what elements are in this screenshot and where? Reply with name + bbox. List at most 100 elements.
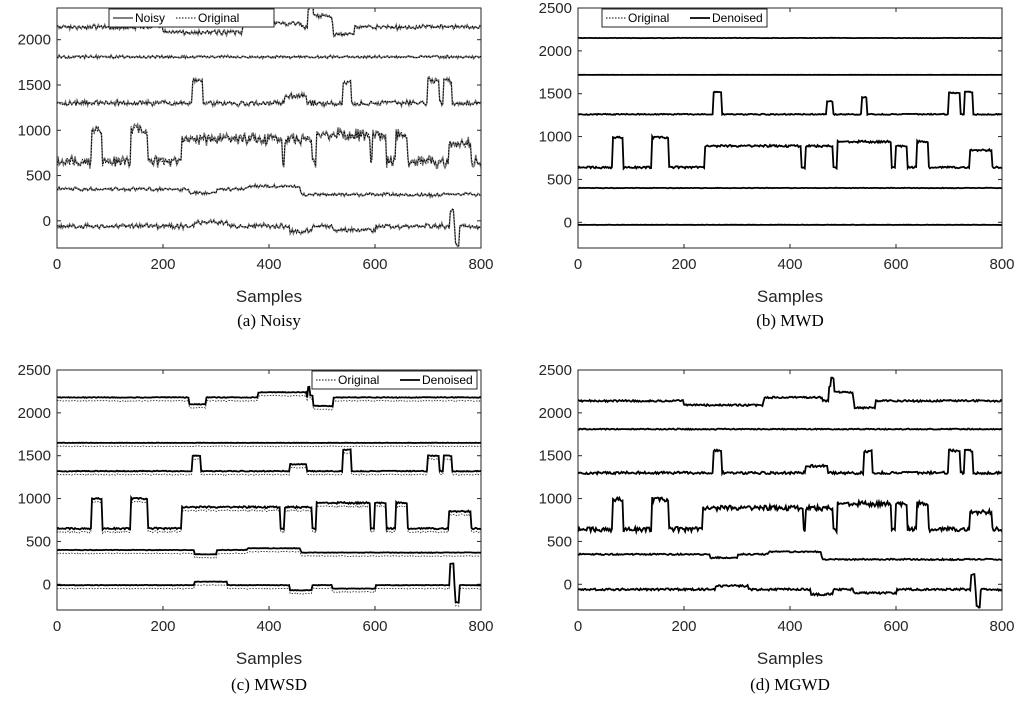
- x-tick-label: 800: [468, 256, 493, 273]
- y-tick-label: 2500: [18, 362, 51, 379]
- series-line-noisy: [57, 207, 481, 248]
- legend: Noisy Original: [108, 8, 275, 28]
- series-line-original: [578, 90, 1002, 116]
- series-line-denoised: [57, 448, 481, 473]
- y-tick-label: 500: [547, 533, 572, 550]
- series-line-denoised: [578, 573, 1002, 609]
- legend-label: Original: [628, 11, 669, 25]
- y-tick-label: 0: [564, 576, 572, 593]
- plot-frame: [577, 369, 1003, 611]
- series-line-original: [57, 54, 481, 60]
- panel-b-mwd: 0 200 400 600 800 0 500 1000 1500 2000 2500 Samples…: [539, 0, 1015, 330]
- series-line-original: [57, 125, 481, 168]
- y-tick-label: 1000: [539, 491, 572, 508]
- series-line-denoised: [578, 495, 1002, 536]
- x-tick-label: 400: [256, 618, 281, 635]
- x-axis-label: Samples: [236, 287, 302, 306]
- y-tick-label: 1000: [18, 491, 51, 508]
- x-axis-label: Samples: [236, 649, 302, 668]
- x-tick-label: 800: [989, 618, 1014, 635]
- panel-d-mgwd: 0 200 400 600 800 0 500 1000 1500 2000 2500 Samples…: [539, 362, 1015, 694]
- plot-area: [578, 376, 1002, 609]
- y-tick-label: 2000: [539, 405, 572, 422]
- panel-caption: (c) MWSD: [231, 675, 307, 694]
- panel-caption: (a) Noisy: [237, 311, 301, 330]
- legend: Original Denoised: [601, 8, 768, 28]
- series-line-denoised: [578, 549, 1002, 562]
- y-tick-label: 1500: [18, 77, 51, 94]
- x-axis-label: Samples: [757, 649, 823, 668]
- x-tick-label: 800: [468, 618, 493, 635]
- y-tick-label: 1000: [18, 122, 51, 139]
- series-line-original: [578, 135, 1002, 171]
- legend-label: Original: [338, 373, 379, 387]
- plot-frame: [577, 7, 1003, 249]
- series-line-denoised: [578, 427, 1002, 431]
- series-line-original: [57, 445, 481, 448]
- series-line-original: [57, 184, 481, 198]
- panel-caption: (d) MGWD: [750, 675, 830, 694]
- series-line-denoised: [578, 376, 1002, 411]
- y-tick-label: 2000: [18, 405, 51, 422]
- y-tick-label: 1500: [539, 448, 572, 465]
- x-tick-label: 200: [671, 256, 696, 273]
- series-line-denoised: [57, 494, 481, 532]
- plot-frame: [56, 369, 482, 611]
- legend-box: [311, 370, 478, 390]
- series-line-denoised: [578, 90, 1002, 117]
- series-line-original: [57, 77, 481, 107]
- panel-a-noisy: 0 200 400 600 800 0 500 1000 1500 2000 Samples (a) …: [18, 7, 494, 330]
- x-tick-label: 600: [883, 618, 908, 635]
- legend-label: Noisy: [135, 11, 165, 25]
- plot-frame: [56, 7, 482, 249]
- x-tick-label: 600: [883, 256, 908, 273]
- x-tick-label: 0: [53, 256, 61, 273]
- x-tick-label: 400: [256, 256, 281, 273]
- y-tick-label: 500: [26, 168, 51, 185]
- y-tick-label: 0: [43, 213, 51, 230]
- x-tick-label: 0: [574, 256, 582, 273]
- y-tick-label: 1000: [539, 129, 572, 146]
- legend-label: Denoised: [712, 11, 763, 25]
- series-line-denoised: [578, 133, 1002, 171]
- series-line-original: [57, 500, 481, 535]
- series-line-denoised: [578, 186, 1002, 190]
- legend-label: Denoised: [422, 373, 473, 387]
- x-tick-label: 200: [150, 256, 175, 273]
- series-line-original: [57, 208, 481, 247]
- y-tick-label: 2500: [539, 362, 572, 379]
- legend-label: Original: [198, 11, 239, 25]
- x-tick-label: 800: [989, 256, 1014, 273]
- y-tick-label: 2000: [18, 32, 51, 49]
- series-line-denoised: [57, 562, 481, 604]
- legend-box: [601, 8, 768, 28]
- y-tick-label: 1500: [539, 86, 572, 103]
- y-tick-label: 1500: [18, 448, 51, 465]
- plot-area: [57, 8, 481, 248]
- x-tick-label: 600: [362, 256, 387, 273]
- x-tick-label: 400: [777, 256, 802, 273]
- x-tick-label: 200: [671, 618, 696, 635]
- x-tick-label: 0: [53, 618, 61, 635]
- plot-area: [57, 385, 481, 607]
- y-tick-label: 0: [43, 576, 51, 593]
- panel-c-mwsd: 0 200 400 600 800 0 500 1000 1500 2000 2500 Samples…: [18, 362, 494, 694]
- series-line-denoised: [578, 448, 1002, 477]
- y-tick-label: 2500: [539, 0, 572, 17]
- series-line-original: [57, 566, 481, 607]
- series-line-original: [57, 8, 481, 38]
- x-axis-label: Samples: [757, 287, 823, 306]
- series-line-original: [57, 550, 481, 559]
- legend: Original Denoised: [311, 370, 478, 390]
- y-tick-label: 500: [26, 533, 51, 550]
- plot-area: [578, 36, 1002, 226]
- series-line-denoised: [57, 385, 481, 408]
- y-tick-label: 2000: [539, 43, 572, 60]
- series-line-denoised: [57, 547, 481, 556]
- y-tick-label: 0: [564, 214, 572, 231]
- y-tick-label: 500: [547, 171, 572, 188]
- x-tick-label: 600: [362, 618, 387, 635]
- series-line-original: [57, 389, 481, 411]
- x-tick-label: 0: [574, 618, 582, 635]
